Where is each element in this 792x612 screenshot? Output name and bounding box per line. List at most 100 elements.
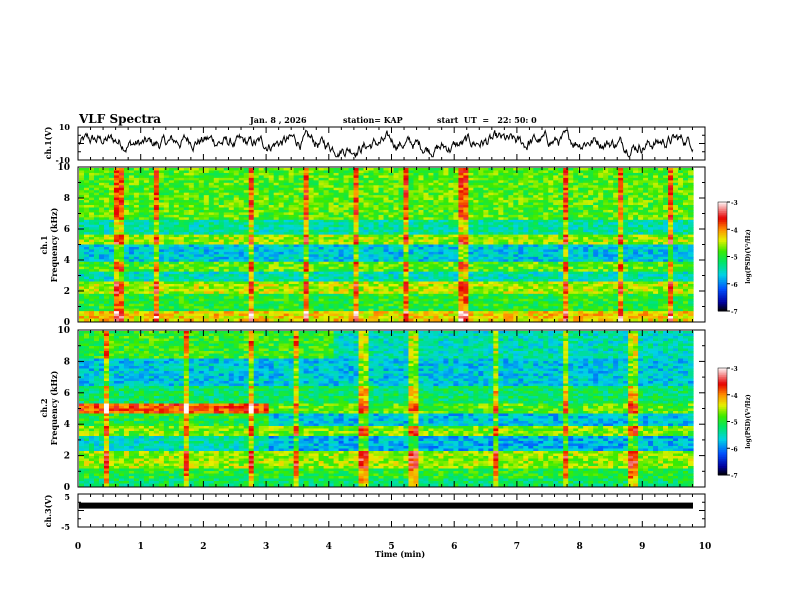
spectrogram-cell xyxy=(93,177,100,181)
spectrogram-cell xyxy=(468,182,474,186)
spectrogram-cell xyxy=(178,177,185,181)
spectrogram-cell xyxy=(678,177,684,181)
spectrogram-cell xyxy=(458,170,464,174)
spectrogram-cell xyxy=(98,168,105,172)
spectrogram-cell xyxy=(288,185,295,189)
spectrogram-cell xyxy=(108,182,115,186)
spectrogram-cell xyxy=(253,172,260,177)
spectrogram-cell xyxy=(223,175,230,179)
spectrogram-cell xyxy=(468,168,474,172)
spectrogram-cell xyxy=(288,172,295,177)
spectrogram-cell xyxy=(168,180,175,184)
spectrogram-cell xyxy=(478,180,484,184)
spectrogram-cell xyxy=(478,182,484,186)
spectrogram-cell xyxy=(288,182,295,186)
spectrogram-cell xyxy=(493,168,499,172)
spectrogram-cell xyxy=(198,185,205,189)
spectrogram-cell xyxy=(333,177,340,181)
spectrogram-cell xyxy=(613,185,619,189)
spectrogram-cell xyxy=(208,168,215,172)
spectrogram-cell xyxy=(113,168,120,172)
spectrogram-cell xyxy=(403,177,410,181)
spectrogram-cell xyxy=(163,175,170,179)
spectrogram-cell xyxy=(79,177,85,181)
spectrogram-cell xyxy=(333,180,340,184)
spectrogram-cell xyxy=(108,168,115,172)
spectrogram-cell xyxy=(393,180,400,184)
spectrogram-cell xyxy=(193,168,200,172)
spectrogram-cell xyxy=(228,182,235,186)
spectrogram-cell xyxy=(318,185,325,189)
spectrogram-cell xyxy=(613,168,619,172)
spectrogram-cell xyxy=(133,182,140,186)
spectrogram-cell xyxy=(118,168,125,172)
spectrogram-cell xyxy=(373,185,380,189)
spectrogram-cell xyxy=(523,168,529,172)
spectrogram-cell xyxy=(243,177,250,181)
spectrogram-cell xyxy=(443,177,449,181)
spectrogram-cell xyxy=(563,180,569,184)
spectrogram-cell xyxy=(318,177,325,181)
spectrogram-cell xyxy=(388,177,395,181)
spectrogram-cell xyxy=(528,177,534,181)
spectrogram-cell xyxy=(228,172,235,177)
spectrogram-cell xyxy=(113,175,120,179)
spectrogram-cell xyxy=(438,175,444,179)
spectrogram-cell xyxy=(203,177,210,181)
spectrogram-cell xyxy=(503,170,509,174)
spectrogram-cell xyxy=(533,175,539,179)
spectrogram-cell xyxy=(448,177,454,181)
spectrogram-cell xyxy=(313,185,320,189)
spectrogram-cell xyxy=(338,185,345,189)
spectrogram-cell xyxy=(388,182,395,186)
spectrogram-cell xyxy=(303,180,310,184)
spectrogram-cell xyxy=(378,170,385,174)
spectrogram-cell xyxy=(688,180,694,184)
spectrogram-cell xyxy=(408,185,415,189)
spectrogram-cell xyxy=(423,168,430,172)
spectrogram-cell xyxy=(553,172,559,177)
spectrogram-cell xyxy=(208,175,215,179)
spectrogram-cell xyxy=(138,175,145,179)
spectrogram-cell xyxy=(183,172,190,177)
spectrogram-cell xyxy=(573,177,579,181)
spectrogram-cell xyxy=(543,185,549,189)
spectrogram-cell xyxy=(303,170,310,174)
spectrogram-cell xyxy=(113,177,120,181)
spectrogram-cell xyxy=(663,185,669,189)
spectrogram-cell xyxy=(198,177,205,181)
spectrogram-cell xyxy=(293,177,300,181)
spectrogram-cell xyxy=(573,185,579,189)
spectrogram-cell xyxy=(123,172,130,177)
spectrogram-cell xyxy=(323,175,330,179)
spectrogram-cell xyxy=(633,175,639,179)
spectrogram-cell xyxy=(413,175,420,179)
spectrogram-cell xyxy=(328,168,335,172)
date-label: Jan. 8 , 2026 xyxy=(249,115,307,125)
spectrogram-cell xyxy=(603,175,609,179)
spectrogram-cell xyxy=(358,168,365,172)
spectrogram-cell xyxy=(553,182,559,186)
spectrogram-cell xyxy=(568,168,574,172)
spectrogram-cell xyxy=(378,175,385,179)
spectrogram-cell xyxy=(333,175,340,179)
spectrogram-cell xyxy=(398,175,405,179)
spectrogram-cell xyxy=(288,180,295,184)
spectrogram-cell xyxy=(258,180,265,184)
spectrogram-cell xyxy=(528,168,534,172)
spectrogram-cell xyxy=(393,168,400,172)
spectrogram-cell xyxy=(158,170,165,174)
spectrogram-cell xyxy=(278,172,285,177)
spectrogram-cell xyxy=(243,170,250,174)
spectrogram-cell xyxy=(553,177,559,181)
spectrogram-cell xyxy=(248,182,255,186)
spectrogram-cell xyxy=(418,185,425,189)
spectrogram-cell xyxy=(158,172,165,177)
spectrogram-cell xyxy=(223,185,230,189)
spectrogram-cell xyxy=(328,185,335,189)
spectrogram-cell xyxy=(473,172,479,177)
spectrogram-cell xyxy=(458,172,464,177)
spectrogram-cell xyxy=(408,182,415,186)
spectrogram-cell xyxy=(428,170,435,174)
spectrogram-cell xyxy=(283,172,290,177)
